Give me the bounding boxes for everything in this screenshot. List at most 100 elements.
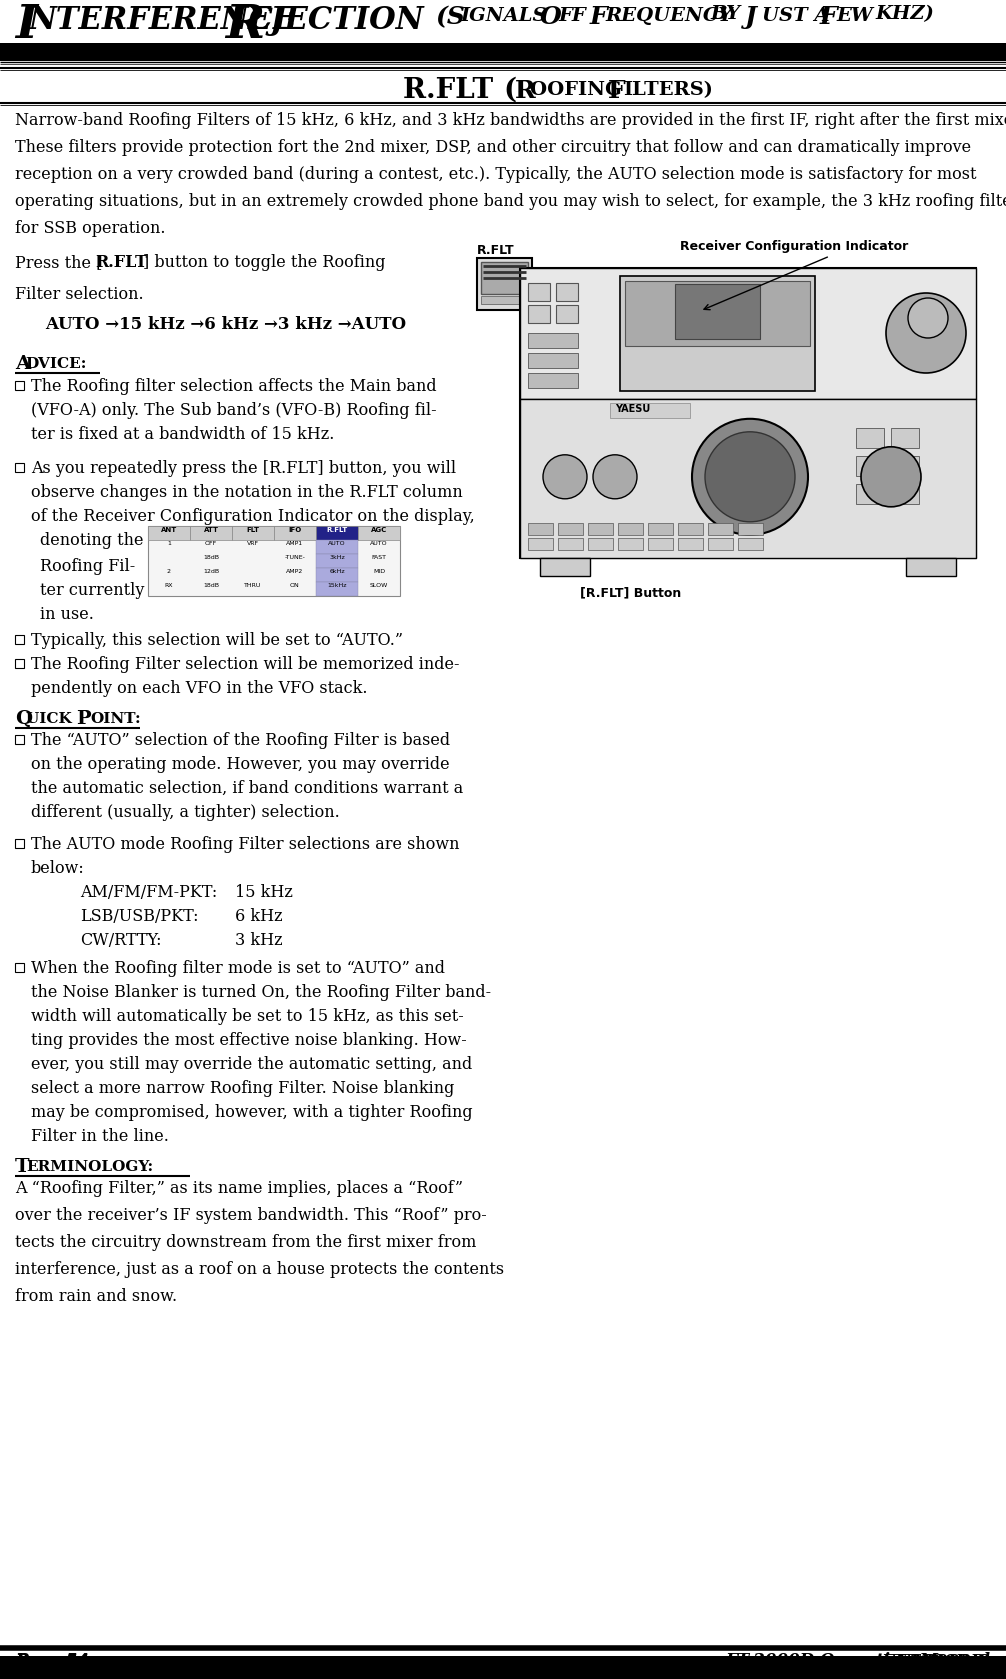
Bar bbox=[738, 537, 763, 551]
Bar bbox=[520, 398, 976, 557]
Bar bbox=[232, 526, 274, 541]
Bar bbox=[708, 537, 733, 551]
Text: Filter selection.: Filter selection. bbox=[15, 285, 144, 302]
Text: pendently on each VFO in the VFO stack.: pendently on each VFO in the VFO stack. bbox=[31, 680, 367, 697]
Text: ter is fixed at a bandwidth of 15 kHz.: ter is fixed at a bandwidth of 15 kHz. bbox=[31, 426, 334, 443]
Bar bbox=[481, 296, 528, 304]
Bar bbox=[190, 526, 232, 541]
Bar bbox=[906, 557, 956, 576]
Bar bbox=[625, 280, 810, 346]
Text: T: T bbox=[15, 1159, 29, 1175]
Text: The AUTO mode Roofing Filter selections are shown: The AUTO mode Roofing Filter selections … bbox=[31, 836, 460, 853]
Text: Press the [: Press the [ bbox=[15, 254, 103, 270]
Text: -TUNE-: -TUNE- bbox=[285, 556, 306, 561]
Text: ERMINOLOGY:: ERMINOLOGY: bbox=[26, 1160, 153, 1174]
Bar bbox=[618, 522, 643, 536]
Text: RX: RX bbox=[165, 583, 173, 588]
Text: When the Roofing filter mode is set to “AUTO” and: When the Roofing filter mode is set to “… bbox=[31, 960, 445, 977]
Text: R.FLT: R.FLT bbox=[403, 77, 503, 104]
Text: AMP1: AMP1 bbox=[287, 541, 304, 546]
Text: may be compromised, however, with a tighter Roofing: may be compromised, however, with a tigh… bbox=[31, 1105, 473, 1122]
Bar bbox=[528, 373, 578, 388]
Text: FT-2000D O: FT-2000D O bbox=[881, 1654, 991, 1671]
Text: (: ( bbox=[503, 77, 516, 104]
Text: observe changes in the notation in the R.FLT column: observe changes in the notation in the R… bbox=[31, 484, 463, 500]
Text: 6kHz: 6kHz bbox=[329, 569, 345, 574]
Text: REQUENCY: REQUENCY bbox=[605, 7, 739, 25]
Text: AUTO: AUTO bbox=[370, 541, 387, 546]
Text: The “AUTO” selection of the Roofing Filter is based: The “AUTO” selection of the Roofing Filt… bbox=[31, 732, 450, 749]
Circle shape bbox=[692, 418, 808, 536]
Bar bbox=[15, 463, 24, 472]
Text: F: F bbox=[590, 5, 608, 29]
Text: VRF: VRF bbox=[246, 541, 260, 546]
Text: AUTO →15 kHz →6 kHz →3 kHz →AUTO: AUTO →15 kHz →6 kHz →3 kHz →AUTO bbox=[45, 316, 406, 332]
Text: UST A: UST A bbox=[762, 7, 836, 25]
Text: ting provides the most effective noise blanking. How-: ting provides the most effective noise b… bbox=[31, 1033, 467, 1049]
Bar bbox=[274, 526, 316, 541]
Bar bbox=[528, 537, 553, 551]
Text: J: J bbox=[745, 5, 757, 29]
Bar bbox=[891, 455, 919, 475]
Text: SLOW: SLOW bbox=[370, 583, 388, 588]
Bar bbox=[678, 537, 703, 551]
Text: A: A bbox=[15, 354, 30, 373]
Text: 2: 2 bbox=[167, 569, 171, 574]
Text: As you repeatedly press the [R.FLT] button, you will: As you repeatedly press the [R.FLT] butt… bbox=[31, 460, 456, 477]
Text: Q: Q bbox=[15, 710, 32, 729]
Bar bbox=[0, 1655, 1006, 1679]
Bar bbox=[316, 568, 358, 583]
Text: 3 kHz: 3 kHz bbox=[235, 932, 283, 949]
Bar bbox=[678, 522, 703, 536]
Bar bbox=[588, 537, 613, 551]
Text: NTERFERENCE: NTERFERENCE bbox=[29, 5, 308, 35]
Bar bbox=[610, 403, 690, 418]
Bar bbox=[618, 537, 643, 551]
Text: interference, just as a roof on a house protects the contents: interference, just as a roof on a house … bbox=[15, 1261, 504, 1278]
Text: AMP2: AMP2 bbox=[287, 569, 304, 574]
Text: AUTO: AUTO bbox=[328, 541, 346, 546]
Text: OINT:: OINT: bbox=[90, 712, 141, 725]
Bar bbox=[15, 635, 24, 645]
Text: reception on a very crowded band (during a contest, etc.). Typically, the AUTO s: reception on a very crowded band (during… bbox=[15, 166, 977, 183]
Text: P: P bbox=[76, 710, 91, 729]
Text: operating situations, but in an extremely crowded phone band you may wish to sel: operating situations, but in an extremel… bbox=[15, 193, 1006, 210]
Text: of the Receiver Configuration Indicator on the display,: of the Receiver Configuration Indicator … bbox=[31, 509, 475, 526]
Text: on the operating mode. However, you may override: on the operating mode. However, you may … bbox=[31, 756, 450, 772]
Text: over the receiver’s IF system bandwidth. This “Roof” pro-: over the receiver’s IF system bandwidth.… bbox=[15, 1207, 487, 1224]
Text: EJECTION: EJECTION bbox=[248, 5, 425, 35]
Bar bbox=[316, 541, 358, 554]
Bar bbox=[316, 583, 358, 596]
Text: The Roofing Filter selection will be memorized inde-: The Roofing Filter selection will be mem… bbox=[31, 656, 460, 673]
Text: ON: ON bbox=[290, 583, 300, 588]
Bar bbox=[358, 526, 400, 541]
Text: AM/FM/FM-PKT:: AM/FM/FM-PKT: bbox=[80, 885, 217, 902]
Bar bbox=[520, 269, 976, 557]
Text: KHZ): KHZ) bbox=[875, 5, 934, 24]
Text: OOFING: OOFING bbox=[530, 81, 629, 99]
Bar bbox=[528, 353, 578, 368]
Text: UICK: UICK bbox=[26, 712, 77, 725]
Text: (S: (S bbox=[435, 5, 465, 29]
Bar bbox=[620, 275, 815, 391]
Text: ANT: ANT bbox=[161, 527, 177, 532]
Text: CW/RTTY:: CW/RTTY: bbox=[80, 932, 162, 949]
Text: FF: FF bbox=[558, 7, 593, 25]
Text: 18dB: 18dB bbox=[203, 556, 219, 561]
Text: Roofing Fil-: Roofing Fil- bbox=[40, 557, 135, 574]
Text: [R.FLT] Button: [R.FLT] Button bbox=[580, 586, 681, 599]
Text: Receiver Configuration Indicator: Receiver Configuration Indicator bbox=[680, 240, 908, 254]
Text: select a more narrow Roofing Filter. Noise blanking: select a more narrow Roofing Filter. Noi… bbox=[31, 1080, 455, 1096]
Text: R.FLT: R.FLT bbox=[95, 254, 147, 270]
Bar bbox=[520, 269, 976, 398]
Bar bbox=[648, 522, 673, 536]
Bar bbox=[540, 557, 590, 576]
Bar bbox=[528, 332, 578, 348]
Text: below:: below: bbox=[31, 860, 85, 876]
Text: FAST: FAST bbox=[371, 556, 386, 561]
Text: F: F bbox=[608, 79, 626, 102]
Bar bbox=[856, 455, 884, 475]
Bar bbox=[316, 554, 358, 568]
Text: different (usually, a tighter) selection.: different (usually, a tighter) selection… bbox=[31, 804, 340, 821]
Text: denoting the: denoting the bbox=[40, 532, 144, 549]
